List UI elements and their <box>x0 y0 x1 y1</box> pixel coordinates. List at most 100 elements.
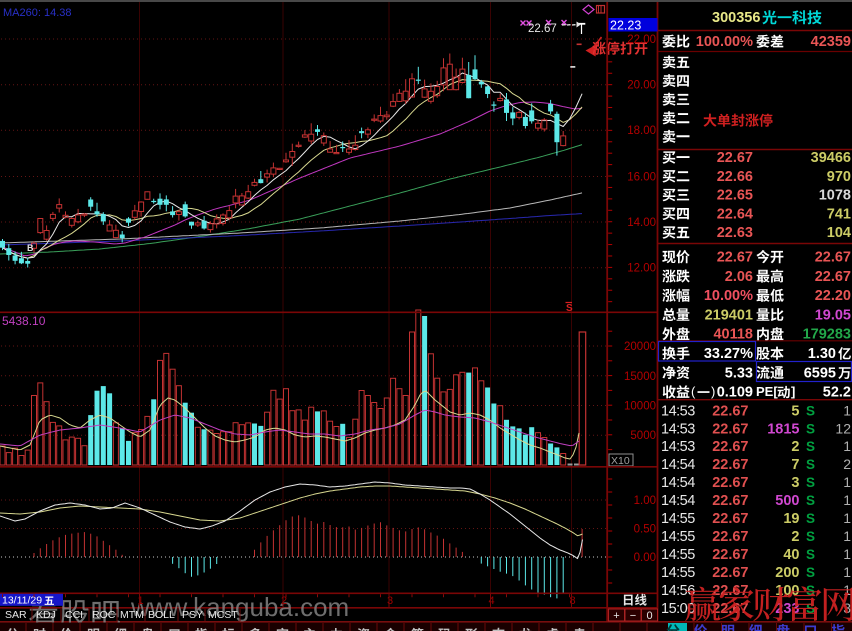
svg-text:16.00: 16.00 <box>627 172 656 184</box>
svg-text:22.65: 22.65 <box>717 188 753 204</box>
svg-text:0.109: 0.109 <box>717 385 753 401</box>
svg-text:22.67: 22.67 <box>712 547 748 563</box>
svg-text:S: S <box>806 457 815 472</box>
svg-text:20.00: 20.00 <box>627 80 656 92</box>
svg-text:22.67: 22.67 <box>717 150 753 166</box>
svg-text:22.23: 22.23 <box>610 19 641 33</box>
svg-text:22.67: 22.67 <box>712 439 748 455</box>
svg-text:22.63: 22.63 <box>717 225 753 241</box>
svg-text:14:54: 14:54 <box>661 457 695 473</box>
svg-text:0: 0 <box>646 610 652 622</box>
svg-text:1: 1 <box>843 474 851 490</box>
svg-text:22.67: 22.67 <box>815 250 851 266</box>
svg-text:13/11/29: 13/11/29 <box>2 595 42 607</box>
svg-text:5438.10: 5438.10 <box>2 314 46 328</box>
svg-text:X10: X10 <box>611 455 630 467</box>
svg-text:14:55: 14:55 <box>661 511 695 527</box>
svg-text:22.66: 22.66 <box>717 169 753 185</box>
svg-text:S: S <box>806 439 815 454</box>
svg-text:MTM: MTM <box>120 609 144 621</box>
svg-text:CCI: CCI <box>65 609 83 621</box>
svg-text:22.67: 22.67 <box>712 403 748 419</box>
svg-text:33.27%: 33.27% <box>704 346 753 362</box>
svg-text:10.00%: 10.00% <box>704 288 753 304</box>
svg-text:3: 3 <box>387 595 393 607</box>
svg-text:22.67: 22.67 <box>712 529 748 545</box>
svg-text:2: 2 <box>791 529 799 545</box>
svg-text:14:54: 14:54 <box>661 493 695 509</box>
svg-text:PSY: PSY <box>182 609 203 621</box>
svg-text:1.30: 1.30 <box>808 346 836 362</box>
svg-text:19.05: 19.05 <box>815 307 851 323</box>
svg-text:22.67: 22.67 <box>712 457 748 473</box>
svg-text:22.67: 22.67 <box>712 421 748 437</box>
svg-text:500: 500 <box>775 493 799 509</box>
svg-text:179283: 179283 <box>803 327 851 343</box>
svg-text:S: S <box>806 493 815 508</box>
svg-text:1: 1 <box>843 492 851 508</box>
svg-text:S: S <box>806 565 815 580</box>
svg-text:20000: 20000 <box>624 341 656 353</box>
svg-text:KDJ: KDJ <box>36 609 56 621</box>
svg-text:14:56: 14:56 <box>661 583 695 599</box>
svg-text:5000: 5000 <box>630 430 656 442</box>
svg-text:22.67: 22.67 <box>815 269 851 285</box>
svg-text:52.2: 52.2 <box>823 385 851 401</box>
svg-text:18.00: 18.00 <box>627 125 656 137</box>
svg-text:]: ] <box>791 384 795 399</box>
svg-text:10000: 10000 <box>624 401 656 413</box>
svg-text:(: ( <box>691 384 696 399</box>
svg-text:22.67: 22.67 <box>717 250 753 266</box>
svg-text:100.00%: 100.00% <box>696 34 753 50</box>
svg-text:200: 200 <box>775 565 799 581</box>
svg-text:MA260: 14.38: MA260: 14.38 <box>3 7 72 19</box>
svg-text:S: S <box>806 583 815 598</box>
svg-text:12: 12 <box>835 420 851 436</box>
svg-text:1: 1 <box>138 595 144 607</box>
svg-text:14:53: 14:53 <box>661 439 695 455</box>
svg-text:22.67: 22.67 <box>712 511 748 527</box>
svg-text:3: 3 <box>791 475 799 491</box>
svg-text:B: B <box>27 243 34 253</box>
svg-text:0.50: 0.50 <box>634 524 656 536</box>
svg-text:5: 5 <box>791 403 799 419</box>
svg-text:14.00: 14.00 <box>627 217 656 229</box>
svg-text:BOLL: BOLL <box>148 609 175 621</box>
svg-text:12.00: 12.00 <box>627 263 656 275</box>
svg-text:1: 1 <box>843 402 851 418</box>
svg-text:970: 970 <box>827 169 851 185</box>
svg-text:1: 1 <box>843 510 851 526</box>
svg-text:741: 741 <box>827 206 851 222</box>
svg-text:14:55: 14:55 <box>661 529 695 545</box>
svg-text:S: S <box>806 547 815 562</box>
svg-text:): ) <box>711 384 715 399</box>
svg-text:42359: 42359 <box>811 34 851 50</box>
svg-text:22.64: 22.64 <box>717 206 753 222</box>
svg-text:7: 7 <box>791 457 799 473</box>
svg-text:22.67: 22.67 <box>712 493 748 509</box>
svg-text:22.67: 22.67 <box>712 565 748 581</box>
svg-text:S: S <box>806 529 815 544</box>
svg-text:MCST: MCST <box>208 609 238 621</box>
svg-text:39466: 39466 <box>811 150 851 166</box>
svg-text:14:55: 14:55 <box>661 547 695 563</box>
svg-text:14:53: 14:53 <box>661 421 695 437</box>
svg-text:−: − <box>630 610 636 622</box>
svg-text:S: S <box>806 403 815 418</box>
svg-text:+: + <box>613 610 619 622</box>
svg-text:14:54: 14:54 <box>661 475 695 491</box>
svg-text:2.06: 2.06 <box>725 269 753 285</box>
svg-text:104: 104 <box>827 225 851 241</box>
svg-text:19: 19 <box>783 511 799 527</box>
svg-text:22.67: 22.67 <box>712 475 748 491</box>
svg-text:14:55: 14:55 <box>661 565 695 581</box>
svg-text:22.67: 22.67 <box>528 23 557 35</box>
svg-text:2: 2 <box>281 595 287 607</box>
svg-text:15000: 15000 <box>624 371 656 383</box>
svg-text:1: 1 <box>843 528 851 544</box>
svg-text:14:53: 14:53 <box>661 403 695 419</box>
svg-text:6595: 6595 <box>804 365 836 381</box>
svg-text:22.00: 22.00 <box>627 34 656 46</box>
svg-text:S: S <box>806 475 815 490</box>
svg-text:5.33: 5.33 <box>725 365 753 381</box>
